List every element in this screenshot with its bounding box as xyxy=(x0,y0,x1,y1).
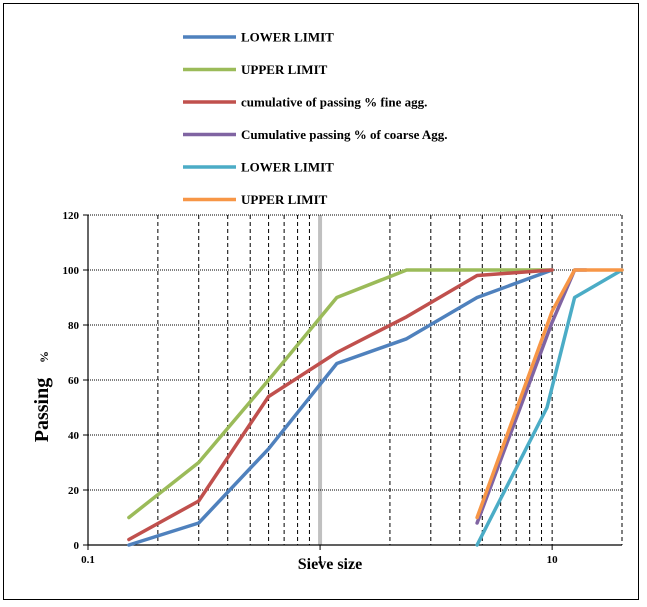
y-axis-unit: % xyxy=(37,351,51,363)
y-tick-label: 100 xyxy=(63,265,80,277)
legend-item: LOWER LIMIT xyxy=(183,30,334,45)
legend-label: UPPER LIMIT xyxy=(241,192,328,207)
x-tick-label: 1 xyxy=(317,554,323,566)
x-tick-label: 10 xyxy=(547,554,559,566)
legend-item: LOWER LIMIT xyxy=(183,160,334,175)
y-tick-label: 20 xyxy=(68,485,80,497)
y-tick-label: 60 xyxy=(68,375,80,387)
y-tick-label: 120 xyxy=(63,210,80,222)
legend-item: UPPER LIMIT xyxy=(183,62,328,77)
series-line-1 xyxy=(127,268,554,547)
legend-label: LOWER LIMIT xyxy=(241,160,334,175)
legend: LOWER LIMIT UPPER LIMIT cumulative of pass… xyxy=(183,30,448,207)
x-axis-label: Sieve size xyxy=(298,556,362,573)
y-tick-label: 0 xyxy=(74,540,80,552)
legend-label: LOWER LIMIT xyxy=(241,30,334,45)
y-tick-label: 40 xyxy=(68,430,80,442)
series-line-2 xyxy=(127,268,554,520)
x-tick-label: 0.1 xyxy=(81,554,95,566)
y-tick-label: 80 xyxy=(68,320,80,332)
series-lines xyxy=(127,268,624,547)
y-axis-label: Passing xyxy=(31,378,53,442)
axis-labels: Passing % Sieve size xyxy=(31,351,362,573)
series-line-4 xyxy=(475,268,588,525)
legend-label: cumulative of passing % fine agg. xyxy=(241,95,427,110)
legend-label: UPPER LIMIT xyxy=(241,62,328,77)
legend-label: Cumulative passing % of coarse Agg. xyxy=(241,127,448,142)
series-line-5 xyxy=(475,268,624,547)
legend-item: cumulative of passing % fine agg. xyxy=(183,95,427,110)
legend-item: Cumulative passing % of coarse Agg. xyxy=(183,127,448,142)
series-line-3 xyxy=(127,268,554,542)
legend-item: UPPER LIMIT xyxy=(183,192,328,207)
series-line-6 xyxy=(475,268,624,520)
axes: 0 20 40 60 80 100 120 0.1 1 10 xyxy=(63,210,622,566)
grid xyxy=(88,214,623,545)
